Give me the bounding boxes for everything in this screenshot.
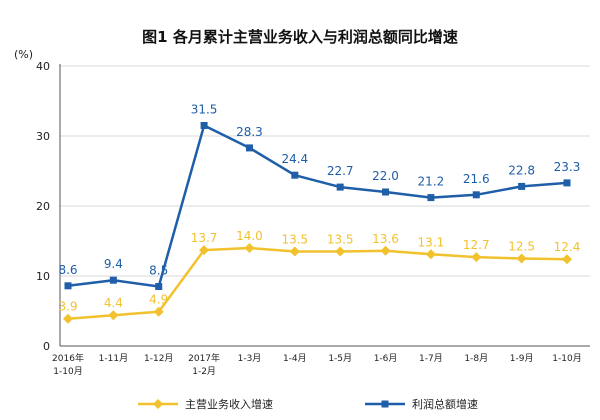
data-label: 13.1 (418, 235, 445, 249)
data-point (199, 245, 210, 256)
x-tick-label: 1-2月 (192, 366, 216, 377)
legend: 主营业务收入增速 利润总额增速 (138, 397, 478, 411)
x-tick-label: 1-3月 (238, 353, 262, 364)
data-point (64, 282, 72, 290)
y-tick-label: 20 (36, 200, 50, 213)
x-tick-label: 1-9月 (510, 353, 534, 364)
data-point (335, 246, 346, 257)
data-label: 4.9 (149, 293, 168, 307)
legend-label: 利润总额增速 (412, 397, 478, 411)
data-point (562, 254, 572, 265)
data-point (382, 188, 390, 196)
x-tick-label: 1-11月 (99, 353, 128, 364)
legend-marker (153, 399, 163, 409)
data-label: 3.9 (58, 300, 77, 314)
data-label: 22.0 (372, 169, 399, 183)
data-label: 24.4 (281, 152, 308, 166)
data-point (472, 191, 480, 199)
data-point (336, 183, 344, 191)
data-point (200, 122, 208, 129)
y-tick-label: 0 (43, 340, 50, 353)
data-label: 13.7 (191, 231, 218, 245)
x-tick-label: 1-10月 (53, 366, 82, 377)
x-tick-label: 1-8月 (464, 353, 488, 364)
data-label: 13.5 (281, 233, 308, 247)
data-label: 28.3 (236, 125, 263, 139)
data-point (380, 245, 391, 256)
chart-title: 图1 各月累计主营业务收入与利润总额同比增速 (142, 28, 458, 46)
data-point (244, 243, 255, 253)
x-tick-label: 2017年 (188, 352, 220, 364)
data-label: 23.3 (554, 160, 581, 174)
legend-marker (381, 400, 389, 408)
data-label: 31.5 (191, 103, 218, 117)
series-layer (63, 122, 572, 324)
data-point (289, 246, 300, 257)
x-tick-label: 1-12月 (144, 353, 173, 364)
y-tick-label: 10 (36, 270, 50, 283)
data-label: 12.4 (554, 240, 581, 254)
data-point (155, 283, 163, 290)
data-point (425, 249, 436, 260)
data-point (245, 144, 253, 152)
data-point (63, 313, 73, 324)
data-point (516, 253, 527, 264)
axes-layer: 0 10 20 30 40 2016年 1-10月 1-11月 1-12月 2017年 1-2月 1-… (36, 60, 590, 377)
x-tick-label: 1-7月 (419, 353, 443, 364)
series-line (67, 124, 568, 288)
data-label: 4.4 (104, 296, 123, 310)
data-point (109, 276, 117, 284)
data-label: 12.7 (463, 238, 490, 252)
data-label: 21.2 (418, 175, 445, 189)
data-label: 22.8 (508, 163, 535, 177)
y-axis-unit: (%) (14, 48, 33, 61)
legend-label: 主营业务收入增速 (185, 397, 273, 411)
grid-layer (60, 65, 590, 277)
data-point (563, 179, 571, 187)
data-point (153, 306, 164, 317)
data-label: 8.6 (58, 263, 77, 277)
data-point (518, 182, 526, 190)
series-line (67, 246, 568, 320)
data-point (427, 194, 435, 202)
data-label: 22.7 (327, 164, 354, 178)
x-tick-label: 1-4月 (283, 353, 307, 364)
data-labels-layer: 3.9 4.4 4.9 13.7 14.0 13.5 13.5 13.6 13.1 12.7 12.… (58, 103, 580, 314)
data-label: 14.0 (236, 229, 263, 243)
x-tick-label: 1-10月 (552, 353, 581, 364)
data-label: 9.4 (104, 257, 123, 271)
x-tick-label: 1-6月 (374, 353, 398, 364)
data-point (108, 310, 119, 321)
data-label: 12.5 (508, 240, 535, 254)
y-tick-label: 40 (36, 60, 50, 73)
x-tick-label: 2016年 (52, 352, 84, 364)
data-point (291, 171, 299, 179)
data-label: 8.5 (149, 264, 168, 278)
data-label: 13.5 (327, 233, 354, 247)
x-tick-label: 1-5月 (328, 353, 352, 364)
data-label: 13.6 (372, 232, 399, 246)
data-point (471, 252, 482, 263)
data-label: 21.6 (463, 172, 490, 186)
y-tick-label: 30 (36, 130, 50, 143)
